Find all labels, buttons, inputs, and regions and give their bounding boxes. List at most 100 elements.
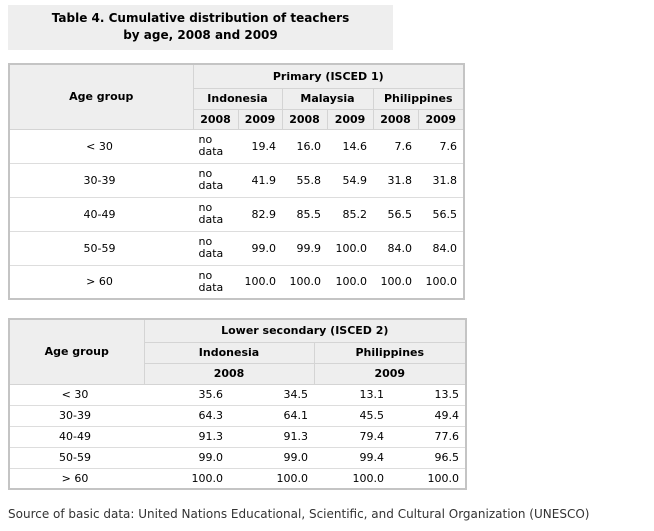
value-cell: 64.3: [144, 405, 229, 427]
cell-text: no data: [198, 201, 224, 226]
age-cell: > 60: [9, 468, 144, 490]
value-cell: 34.5: [229, 384, 314, 406]
cell-text: no data: [198, 235, 224, 260]
value-cell: 56.5: [418, 197, 465, 232]
value-cell: 99.0: [238, 231, 282, 266]
title-line: by age, 2008 and 2009: [123, 28, 278, 42]
value-cell: 84.0: [373, 231, 418, 266]
value-cell: 77.6: [390, 426, 467, 448]
value-cell: 7.6: [373, 129, 418, 164]
header-row: Age group Lower secondary (ISCED 2): [8, 318, 467, 385]
country-header: Indonesia: [192, 87, 283, 110]
year-header: 2009: [417, 108, 465, 130]
value-cell: 31.8: [418, 163, 465, 198]
value-cell: no data: [193, 265, 238, 300]
age-cell: < 30: [9, 129, 193, 164]
year-row: 2008 2009: [9, 362, 467, 385]
title-line: Table 4. Cumulative distribution of teac…: [51, 11, 350, 25]
value-cell: 99.0: [144, 447, 229, 469]
age-header: Age group: [8, 63, 194, 130]
data-row: 50-59 99.0 99.0 99.4 96.5: [9, 447, 467, 469]
value-cell: 99.9: [282, 231, 327, 266]
value-cell: 100.0: [373, 265, 418, 300]
value-cell: 41.9: [238, 163, 282, 198]
value-cell: 100.0: [327, 265, 373, 300]
value-cell: 55.8: [282, 163, 327, 198]
value-cell: 85.2: [327, 197, 373, 232]
year-header: 2008: [143, 362, 315, 385]
value-cell: no data: [193, 231, 238, 266]
data-row: > 60 100.0 100.0 100.0 100.0: [9, 468, 467, 490]
value-cell: 91.3: [144, 426, 229, 448]
value-cell: 100.0: [238, 265, 282, 300]
cell-text: no data: [198, 268, 224, 294]
country-header: Malaysia: [281, 87, 374, 110]
value-cell: 79.4: [314, 426, 390, 448]
value-cell: 85.5: [282, 197, 327, 232]
value-cell: 19.4: [238, 129, 282, 164]
value-cell: 13.1: [314, 384, 390, 406]
value-cell: 99.0: [229, 447, 314, 469]
data-row: 40-49 91.3 91.3 79.4 77.6: [9, 426, 467, 448]
value-cell: 64.1: [229, 405, 314, 427]
value-cell: no data: [193, 129, 238, 164]
age-cell: < 30: [9, 384, 144, 406]
year-header: 2008: [281, 108, 328, 130]
value-cell: 7.6: [418, 129, 465, 164]
year-header: 2009: [313, 362, 467, 385]
lower-secondary-table: Age group Lower secondary (ISCED 2) Indone…: [8, 318, 468, 490]
year-header: 2008: [192, 108, 239, 130]
value-cell: 100.0: [390, 468, 467, 490]
header-row: Age group Primary (ISCED 1): [8, 63, 465, 130]
year-header: 2008: [372, 108, 419, 130]
value-cell: 45.5: [314, 405, 390, 427]
value-cell: no data: [193, 163, 238, 198]
country-row: Indonesia Philippines: [9, 341, 467, 364]
data-row: < 30 no data 19.4 16.0 14.6 7.6 7.6: [9, 129, 465, 164]
source-note: Source of basic data: United Nations Edu…: [8, 507, 590, 521]
value-cell: 82.9: [238, 197, 282, 232]
age-cell: 50-59: [9, 231, 193, 266]
data-row: 40-49 no data 82.9 85.5 85.2 56.5 56.5: [9, 197, 465, 232]
country-header: Philippines: [313, 341, 467, 364]
value-cell: 100.0: [418, 265, 465, 300]
value-cell: 100.0: [229, 468, 314, 490]
age-cell: 30-39: [9, 405, 144, 427]
country-header: Philippines: [372, 87, 465, 110]
value-cell: 100.0: [314, 468, 390, 490]
data-row: > 60 no data 100.0 100.0 100.0 100.0 100.0: [9, 265, 465, 300]
value-cell: 99.4: [314, 447, 390, 469]
value-cell: 54.9: [327, 163, 373, 198]
value-cell: no data: [193, 197, 238, 232]
age-cell: 40-49: [9, 426, 144, 448]
value-cell: 35.6: [144, 384, 229, 406]
table-title: Table 4. Cumulative distribution of teac…: [8, 5, 393, 50]
year-header: 2009: [326, 108, 374, 130]
year-row: 2008 2009 2008 2009 2008 2009: [9, 108, 465, 130]
country-row: Indonesia Malaysia Philippines: [9, 87, 465, 110]
value-cell: 56.5: [373, 197, 418, 232]
data-row: 30-39 64.3 64.1 45.5 49.4: [9, 405, 467, 427]
group-header: Primary (ISCED 1): [192, 63, 465, 89]
value-cell: 31.8: [373, 163, 418, 198]
age-header: Age group: [8, 318, 145, 385]
data-row: < 30 35.6 34.5 13.1 13.5: [9, 384, 467, 406]
age-cell: > 60: [9, 265, 193, 300]
data-row: 30-39 no data 41.9 55.8 54.9 31.8 31.8: [9, 163, 465, 198]
value-cell: 13.5: [390, 384, 467, 406]
data-row: 50-59 no data 99.0 99.9 100.0 84.0 84.0: [9, 231, 465, 266]
value-cell: 100.0: [327, 231, 373, 266]
value-cell: 100.0: [282, 265, 327, 300]
value-cell: 91.3: [229, 426, 314, 448]
value-cell: 84.0: [418, 231, 465, 266]
age-cell: 40-49: [9, 197, 193, 232]
age-cell: 50-59: [9, 447, 144, 469]
cell-text: no data: [198, 167, 224, 192]
value-cell: 16.0: [282, 129, 327, 164]
value-cell: 49.4: [390, 405, 467, 427]
group-header: Lower secondary (ISCED 2): [143, 318, 467, 343]
country-header: Indonesia: [143, 341, 315, 364]
value-cell: 96.5: [390, 447, 467, 469]
value-cell: 14.6: [327, 129, 373, 164]
